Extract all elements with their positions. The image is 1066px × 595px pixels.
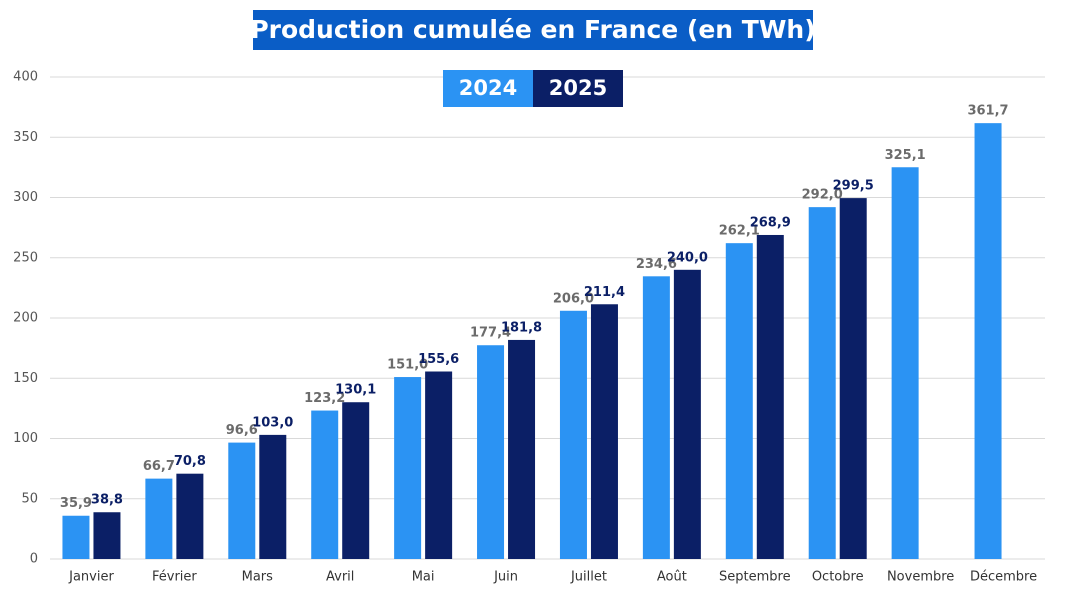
x-tick-label: Septembre xyxy=(719,570,791,585)
chart-title: Production cumulée en France (en TWh) xyxy=(250,15,815,44)
value-label: 66,7 xyxy=(143,459,175,474)
x-tick-label: Décembre xyxy=(970,570,1037,585)
value-label: 155,6 xyxy=(418,352,459,367)
value-label: 299,5 xyxy=(833,179,874,194)
bar xyxy=(62,515,90,559)
bar xyxy=(974,123,1002,560)
x-tick-label: Août xyxy=(657,570,687,585)
title-box xyxy=(253,10,813,50)
y-tick-label: 50 xyxy=(21,491,38,506)
bar xyxy=(176,473,204,559)
bar xyxy=(808,207,836,559)
value-label: 177,4 xyxy=(470,326,511,341)
value-label: 361,7 xyxy=(967,104,1008,119)
bar xyxy=(93,512,121,559)
value-label: 130,1 xyxy=(335,383,376,398)
x-tick-label: Janvier xyxy=(68,570,114,585)
bar xyxy=(642,276,670,559)
y-tick-label: 350 xyxy=(13,130,38,145)
value-label: 96,6 xyxy=(226,423,258,438)
y-tick-label: 300 xyxy=(13,190,38,205)
x-tick-label: Juin xyxy=(493,570,518,585)
bar xyxy=(673,269,701,559)
bar xyxy=(508,339,536,559)
x-tick-label: Novembre xyxy=(887,570,954,585)
legend-swatch xyxy=(443,70,533,107)
value-label: 123,2 xyxy=(304,391,345,406)
bar xyxy=(590,304,618,559)
bar xyxy=(228,442,256,559)
value-label: 325,1 xyxy=(885,148,926,163)
legend-label: 2025 xyxy=(549,76,607,100)
bar xyxy=(145,478,173,559)
value-label: 268,9 xyxy=(750,215,791,230)
y-tick-label: 200 xyxy=(13,311,38,326)
legend-swatch xyxy=(533,70,623,107)
value-label: 181,8 xyxy=(501,320,542,335)
value-label: 240,0 xyxy=(667,250,708,265)
bar xyxy=(725,243,753,559)
y-tick-label: 250 xyxy=(13,250,38,265)
value-label: 262,1 xyxy=(719,224,760,239)
value-label: 35,9 xyxy=(60,496,92,511)
value-label: 103,0 xyxy=(252,415,293,430)
value-label: 38,8 xyxy=(91,493,123,508)
bar xyxy=(425,371,453,559)
value-label: 292,0 xyxy=(802,188,843,203)
bar xyxy=(756,234,784,559)
bar xyxy=(559,310,587,559)
value-label: 234,6 xyxy=(636,257,677,272)
value-label: 206,0 xyxy=(553,291,594,306)
y-tick-label: 400 xyxy=(13,70,38,85)
x-tick-label: Juillet xyxy=(570,570,607,585)
bar xyxy=(891,167,919,559)
x-tick-label: Avril xyxy=(326,570,354,585)
bar xyxy=(342,402,370,559)
x-tick-label: Mai xyxy=(412,570,435,585)
bar xyxy=(477,345,505,559)
value-label: 151,0 xyxy=(387,358,428,373)
x-tick-label: Octobre xyxy=(812,570,864,585)
y-tick-label: 150 xyxy=(13,371,38,386)
legend-label: 2024 xyxy=(459,76,517,100)
bar xyxy=(259,434,287,559)
y-tick-label: 100 xyxy=(13,431,38,446)
value-label: 211,4 xyxy=(584,285,625,300)
bar xyxy=(394,377,422,559)
bar xyxy=(311,410,339,559)
bar xyxy=(839,198,867,560)
x-tick-label: Mars xyxy=(242,570,274,585)
x-tick-label: Février xyxy=(152,570,197,585)
value-label: 70,8 xyxy=(174,454,206,469)
y-tick-label: 0 xyxy=(30,552,38,567)
